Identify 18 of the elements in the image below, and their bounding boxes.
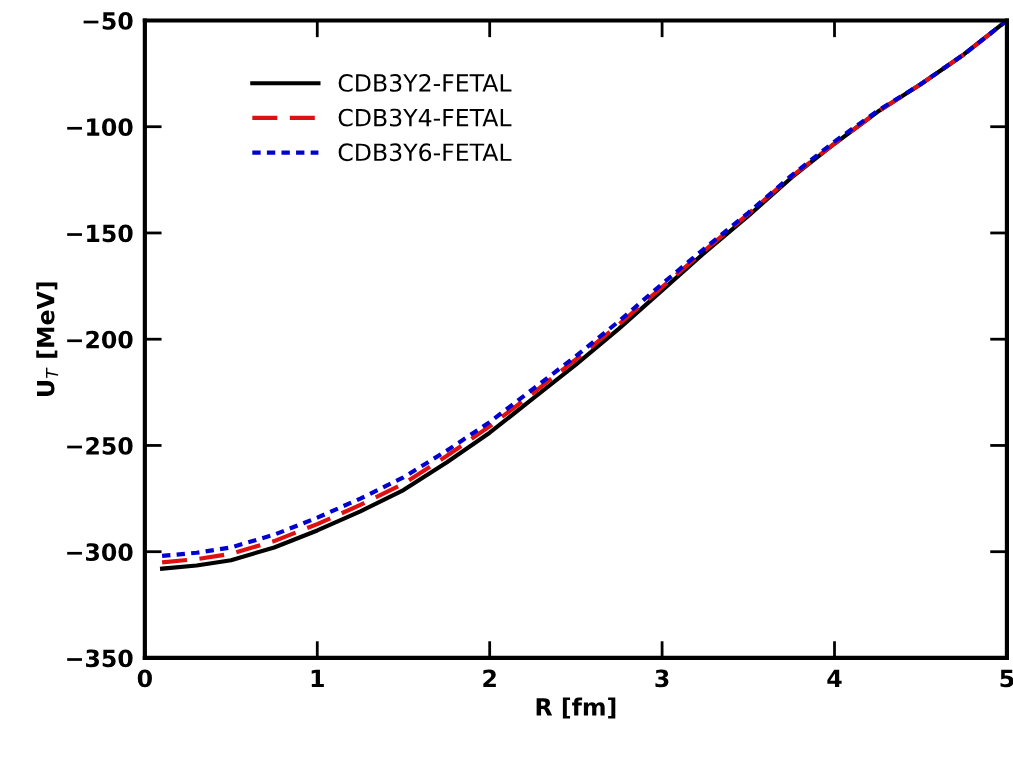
- y-tick-label: −350: [67, 649, 133, 668]
- y-tick-label: −250: [67, 436, 133, 455]
- y-tick-label: −150: [67, 224, 133, 243]
- x-axis-title: R [fm]: [536, 697, 616, 719]
- x-tick-label: 4: [827, 669, 842, 687]
- legend-label: CDB3Y2-FETAL: [338, 74, 512, 92]
- legend-label: CDB3Y4-FETAL: [338, 108, 512, 127]
- x-tick-label: 3: [655, 669, 669, 688]
- y-tick-label: −100: [67, 118, 133, 137]
- legend-label: CDB3Y6-FETAL: [338, 143, 512, 162]
- y-tick-label: −200: [67, 330, 133, 349]
- y-axis-title: U$_{T}$ [MeV]: [36, 282, 59, 396]
- x-tick-label: 5: [1000, 669, 1013, 688]
- x-tick-label: 0: [137, 669, 152, 688]
- x-tick-label: 1: [311, 669, 324, 687]
- x-tick-label: 2: [483, 669, 496, 687]
- y-tick-label: −50: [83, 11, 133, 30]
- y-tick-label: −300: [67, 543, 133, 561]
